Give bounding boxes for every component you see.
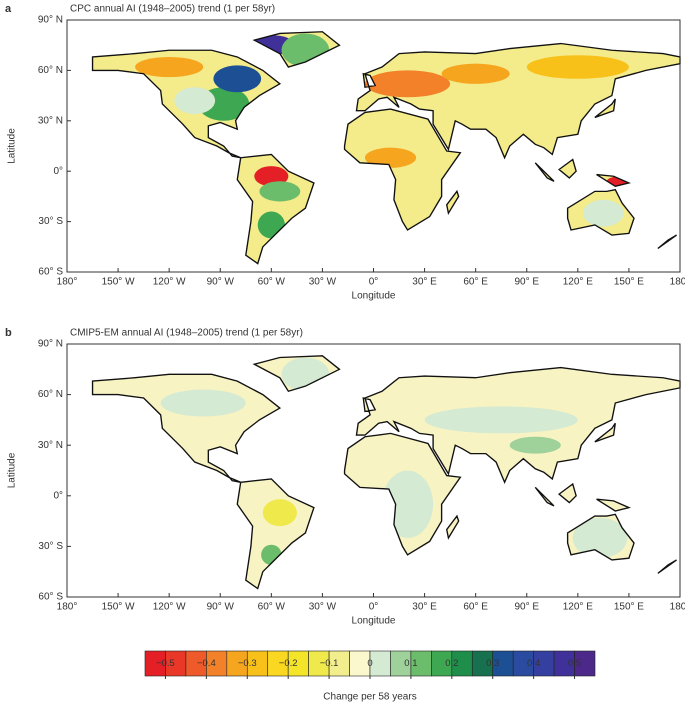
y-tick-label: 60° N [38,389,63,400]
colorbar-label: Change per 58 years [323,692,416,703]
x-tick-label: −0.4 [197,658,216,669]
x-axis-label: Longitude [352,291,396,302]
y-tick-label: 0° [53,166,63,177]
y-tick-label: 90° N [38,339,63,350]
x-tick-label: 90° W [207,602,235,613]
panel-title: CPC annual AI (1948–2005) trend (1 per 5… [70,4,275,15]
panel-title: CMIP5-EM annual AI (1948–2005) trend (1 … [70,328,303,339]
y-tick-label: 60° S [38,267,63,278]
x-tick-label: 90° E [514,277,539,288]
y-tick-label: 30° N [38,440,63,451]
x-tick-label: 30° W [309,602,337,613]
x-tick-label: 30° E [412,277,437,288]
x-tick-label: 0.4 [527,658,540,669]
panel-label: a [5,3,12,15]
y-axis-label: Latitude [7,452,18,488]
x-tick-label: 60° E [463,602,488,613]
color-bin [574,650,596,677]
panel-label: b [5,327,12,339]
x-tick-label: 120° W [153,277,186,288]
x-tick-label: 0.5 [568,658,581,669]
x-tick-label: 150° W [102,602,135,613]
x-tick-label: −0.1 [320,658,339,669]
x-tick-label: 180° [57,277,78,288]
x-tick-label: 120° W [153,602,186,613]
y-axis-label: Latitude [7,128,18,164]
x-tick-label: 180° [670,602,685,613]
x-tick-label: 0° [369,602,379,613]
map-b [91,354,681,590]
x-tick-label: 30° W [309,277,337,288]
x-tick-label: 0.3 [486,658,499,669]
color-bin [369,650,391,677]
y-tick-label: 90° N [38,15,63,26]
x-axis-label: Longitude [352,616,396,627]
map-a [91,30,681,265]
y-tick-label: 60° N [38,65,63,76]
x-tick-label: 60° E [463,277,488,288]
x-tick-label: −0.5 [156,658,175,669]
x-tick-label: 60° W [258,277,286,288]
x-tick-label: 180° [670,277,685,288]
y-tick-label: 30° S [38,216,63,227]
x-tick-label: −0.2 [279,658,298,669]
x-tick-label: 90° E [514,602,539,613]
x-tick-label: 150° W [102,277,135,288]
x-tick-label: 90° W [207,277,235,288]
y-tick-label: 60° S [38,592,63,603]
x-tick-label: 60° W [258,602,286,613]
y-tick-label: 0° [53,490,63,501]
x-tick-label: 120° E [563,602,593,613]
y-tick-label: 30° S [38,541,63,552]
x-tick-label: −0.3 [238,658,257,669]
x-tick-label: 0.2 [445,658,458,669]
x-tick-label: 150° E [614,277,644,288]
x-tick-label: 0° [369,277,379,288]
y-tick-label: 30° N [38,115,63,126]
x-tick-label: 120° E [563,277,593,288]
x-tick-label: 30° E [412,602,437,613]
x-tick-label: 0.1 [404,658,417,669]
x-tick-label: 0 [367,658,372,669]
x-tick-label: 150° E [614,602,644,613]
x-tick-label: 180° [57,602,78,613]
